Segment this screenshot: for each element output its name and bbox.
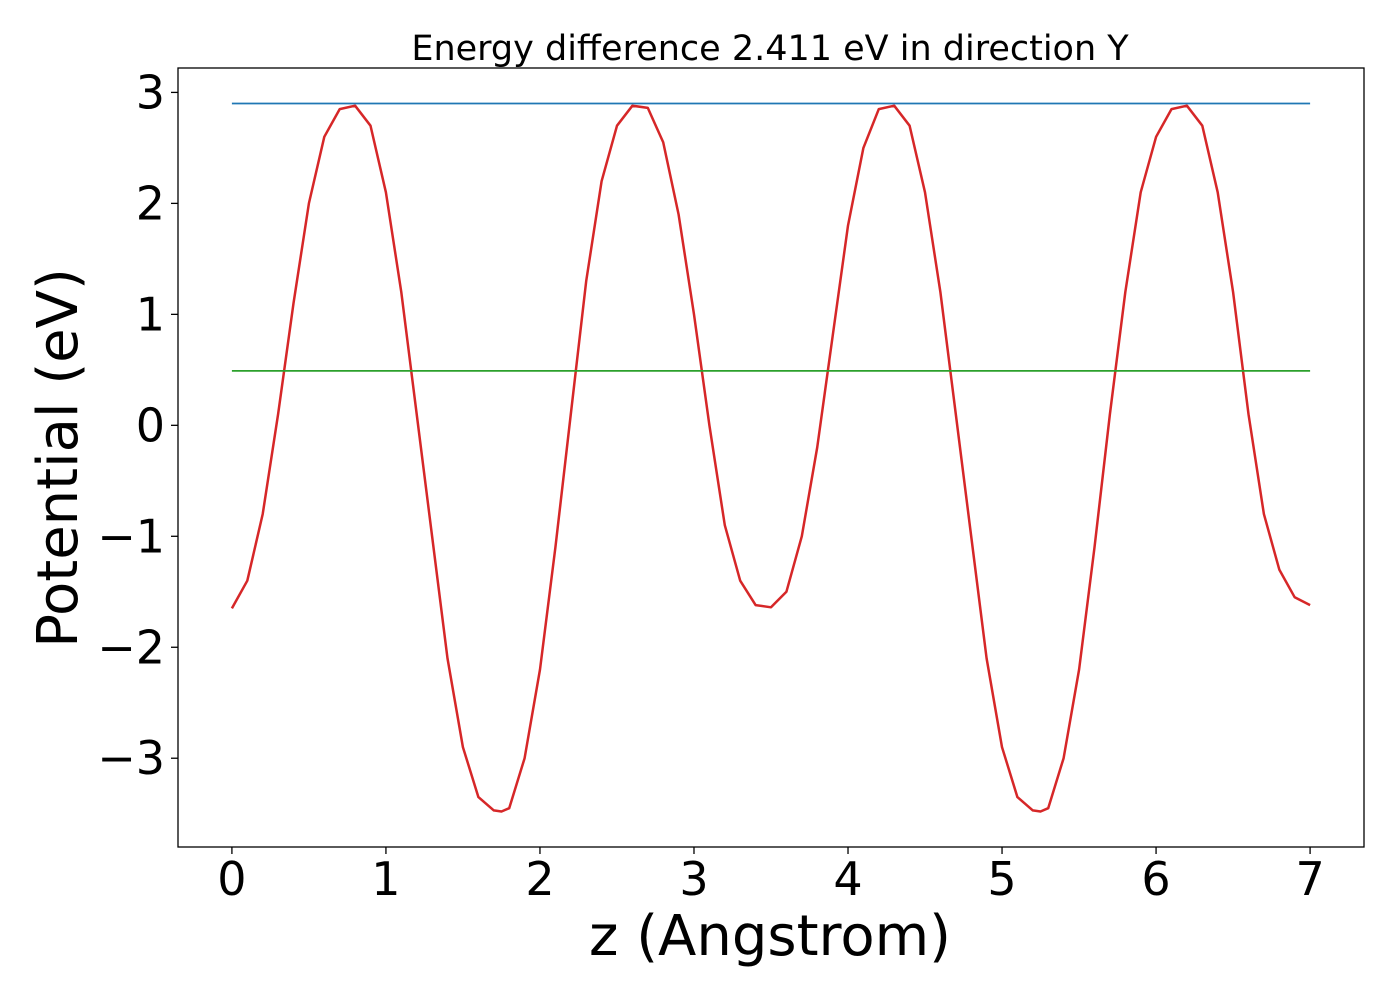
y-tick-label: −1 (97, 509, 165, 563)
series-layer (230, 102, 1311, 813)
plot-area: 0 1 2 3 4 5 6 7 −3 −2 −1 0 1 2 3 (97, 65, 1365, 906)
x-axis-label: z (Angstrom) (589, 904, 951, 969)
y-tick-label: −2 (97, 620, 165, 674)
y-tick-label: 2 (136, 176, 165, 230)
y-tick-label: 1 (136, 287, 165, 341)
x-tick-label: 6 (1141, 852, 1170, 906)
y-tick-label: 3 (136, 65, 165, 119)
x-tick-label: 3 (679, 852, 708, 906)
potential-curve (230, 104, 1311, 813)
x-tick-label: 1 (371, 852, 400, 906)
x-tick-label: 5 (987, 852, 1016, 906)
y-axis-ticks: −3 −2 −1 0 1 2 3 (97, 65, 178, 785)
x-tick-label: 0 (217, 852, 246, 906)
x-axis-ticks: 0 1 2 3 4 5 6 7 (217, 847, 1325, 906)
y-axis-label: Potential (eV) (26, 268, 91, 648)
y-tick-label: 0 (136, 398, 165, 452)
x-tick-label: 7 (1295, 852, 1324, 906)
y-tick-label: −3 (97, 731, 165, 785)
axes-frame (177, 67, 1365, 848)
x-tick-label: 2 (525, 852, 554, 906)
chart-title: Energy difference 2.411 eV in direction … (411, 29, 1129, 69)
x-tick-label: 4 (833, 852, 862, 906)
